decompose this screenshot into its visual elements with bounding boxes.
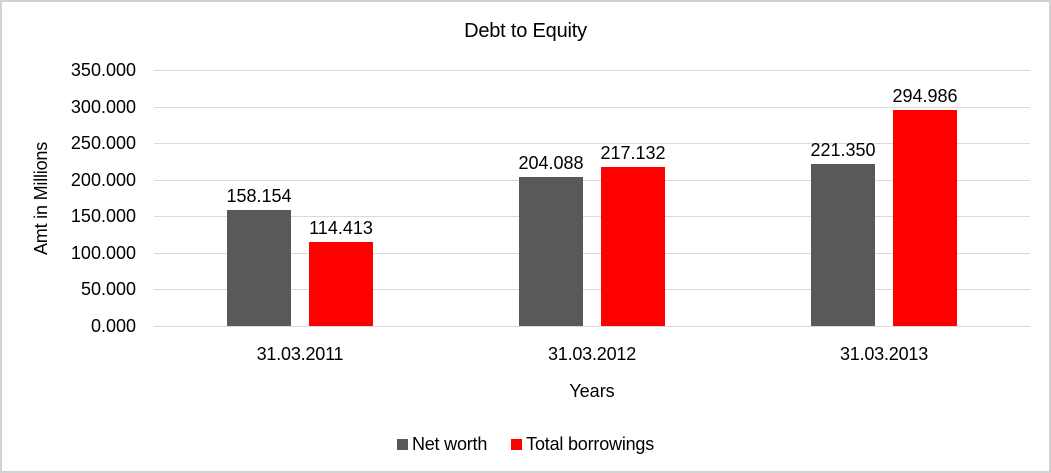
legend-label: Net worth <box>411 434 488 454</box>
bar: 217.132 <box>600 144 666 326</box>
gridline <box>154 106 1030 108</box>
bar-fill <box>811 164 875 326</box>
bar-fill <box>601 167 665 326</box>
bar-fill <box>309 242 373 326</box>
y-tick-label: 200.000 <box>70 169 136 190</box>
gridline <box>154 216 1030 218</box>
y-tick-label: 100.000 <box>70 242 136 263</box>
bar-group: 204.088 217.132 <box>446 70 738 326</box>
gridline <box>154 179 1030 181</box>
gridline <box>154 143 1030 145</box>
legend-label: Total borrowings <box>526 434 655 454</box>
y-tick-label: 0.000 <box>90 316 136 336</box>
gridline <box>154 289 1030 291</box>
legend-item: Net worth <box>396 434 488 454</box>
gridline <box>154 326 1030 327</box>
bar: 204.088 <box>518 154 584 326</box>
data-label: 114.413 <box>309 218 373 239</box>
data-label: 158.154 <box>226 186 292 207</box>
y-axis-ticks: 350.000 300.000 250.000 200.000 150.000 100.0… <box>2 61 136 335</box>
gridline <box>154 70 1030 71</box>
data-label: 294.986 <box>892 86 958 107</box>
y-tick-label: 350.000 <box>70 60 136 80</box>
bar-fill <box>519 176 583 326</box>
y-tick-label: 50.000 <box>80 279 136 300</box>
bar: 221.350 <box>810 141 876 326</box>
y-tick-label: 150.000 <box>70 206 136 227</box>
chart-title: Debt to Equity <box>464 20 587 42</box>
bar: 114.413 <box>309 219 373 326</box>
bar: 158.154 <box>226 187 292 326</box>
y-tick-label: 250.000 <box>70 133 136 154</box>
bar-group: 221.350 294.986 <box>738 70 1030 326</box>
data-label: 217.132 <box>600 143 666 164</box>
bar: 294.986 <box>892 87 958 326</box>
data-label: 204.088 <box>518 152 584 173</box>
x-tick-label: 31.03.2012 <box>547 344 637 364</box>
x-tick-label: 31.03.2011 <box>256 344 344 364</box>
data-label: 221.350 <box>810 140 876 161</box>
bar-fill <box>893 110 957 326</box>
legend-swatch <box>396 438 408 450</box>
plot-area: 158.154 114.413 204.088 217.132 221.350 294.9… <box>154 70 1030 327</box>
bar-group: 158.154 114.413 <box>154 70 446 326</box>
legend-item: Total borrowings <box>511 435 654 453</box>
x-axis-title: Years <box>569 381 615 401</box>
gridlines <box>154 70 1030 327</box>
y-tick-label: 300.000 <box>70 96 136 117</box>
bar-groups: 158.154 114.413 204.088 217.132 221.350 294.9… <box>154 70 1030 326</box>
x-tick-label: 31.03.2013 <box>839 344 929 364</box>
legend-swatch <box>511 438 523 450</box>
legend: Net worth Total borrowings <box>2 435 1049 453</box>
gridline <box>154 252 1030 254</box>
bar-fill <box>227 210 291 326</box>
x-axis-ticks: 31.03.2011 31.03.2012 31.03.2013 <box>154 345 1030 363</box>
